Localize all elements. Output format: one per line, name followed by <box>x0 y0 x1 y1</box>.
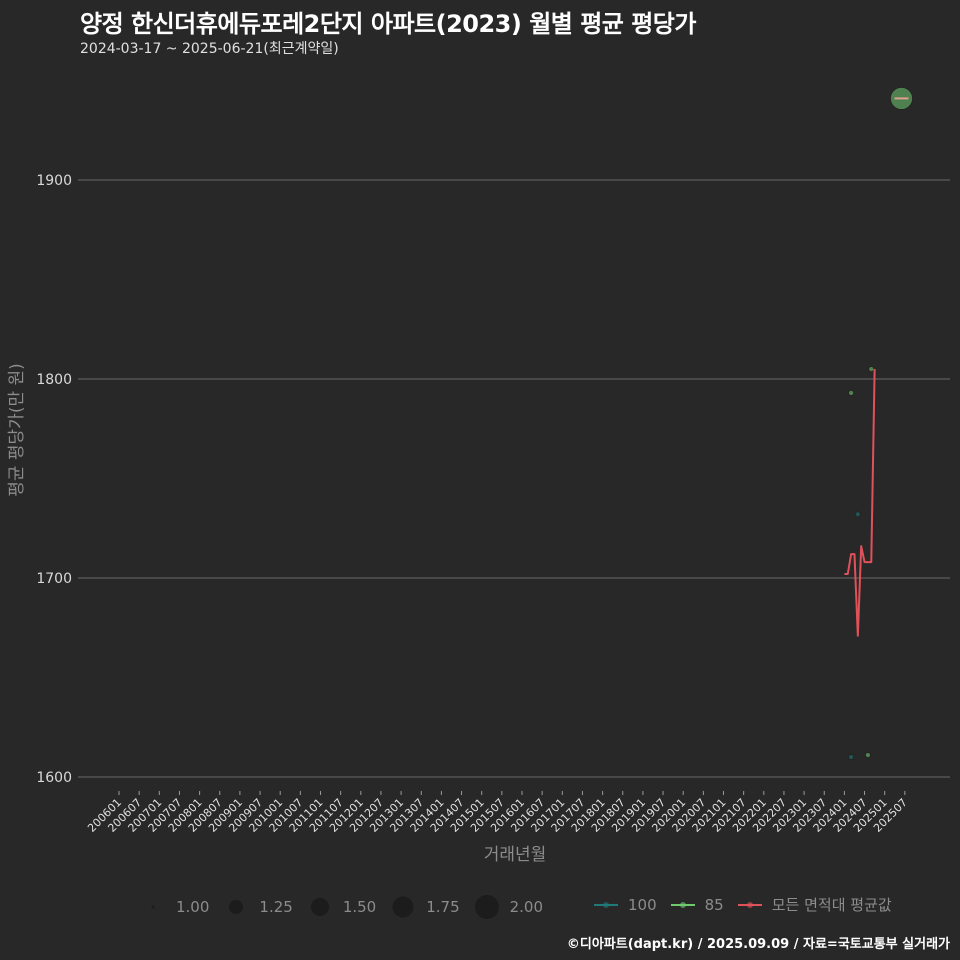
size-circle-icon <box>392 896 414 918</box>
y-axis-ticks: 1600 1700 1800 1900 <box>36 173 72 786</box>
legend-label: 2.00 <box>509 898 544 916</box>
footer-credit: ©디아파트(dapt.kr) / 2025.09.09 / 자료=국토교통부 실… <box>566 937 950 952</box>
chart-title: 양정 한신더휴에듀포레2단지 아파트(2023) 월별 평균 평당가 <box>80 10 696 38</box>
average-line <box>844 369 876 637</box>
x-axis-ticks: 2006012006072007012007072008012008072009… <box>85 791 910 835</box>
chart-subtitle: 2024-03-17 ~ 2025-06-21(최근계약일) <box>80 41 339 57</box>
legend-series-item: 100 <box>594 895 657 915</box>
scatter-point <box>855 511 861 518</box>
size-circle-icon <box>151 905 155 909</box>
legend-label: 모든 면적대 평균값 <box>771 896 892 914</box>
series-layer <box>844 87 913 760</box>
legend-series-item: 모든 면적대 평균값 <box>737 894 892 915</box>
y-tick-label: 1800 <box>36 372 72 388</box>
legend-label: 85 <box>704 895 724 914</box>
legend-size-item: 1.00 <box>140 894 209 920</box>
y-axis-label: 평균 평당가(만 원) <box>7 363 27 497</box>
legend-label: 100 <box>628 895 657 914</box>
legend-label: 1.00 <box>176 898 210 916</box>
scatter-point <box>848 754 854 760</box>
size-circle-icon <box>474 895 499 919</box>
gridlines <box>78 179 950 778</box>
legend-label: 1.75 <box>426 898 460 916</box>
x-axis-label: 거래년월 <box>483 845 547 865</box>
legend-label: 1.50 <box>342 898 377 916</box>
legend-size-item: 1.50 <box>307 894 376 920</box>
legend-label: 1.25 <box>259 898 293 916</box>
size-circle-icon <box>310 898 329 916</box>
legend-size-item: 1.25 <box>223 894 293 920</box>
size-circle-icon <box>229 900 244 914</box>
scatter-point <box>865 752 871 758</box>
legend-series-item: 85 <box>670 895 724 915</box>
legend-size: 1.00 1.25 1.50 1.75 2.00 <box>140 894 557 920</box>
scatter-point <box>848 390 854 396</box>
y-tick-label: 1900 <box>36 173 72 189</box>
scatter-point <box>868 366 875 372</box>
y-tick-label: 1600 <box>36 770 72 786</box>
y-tick-label: 1700 <box>36 571 72 587</box>
legend-series: 100 85 모든 면적대 평균값 <box>594 894 906 915</box>
legend-size-item: 1.75 <box>390 894 460 920</box>
legend-size-item: 2.00 <box>474 894 543 920</box>
